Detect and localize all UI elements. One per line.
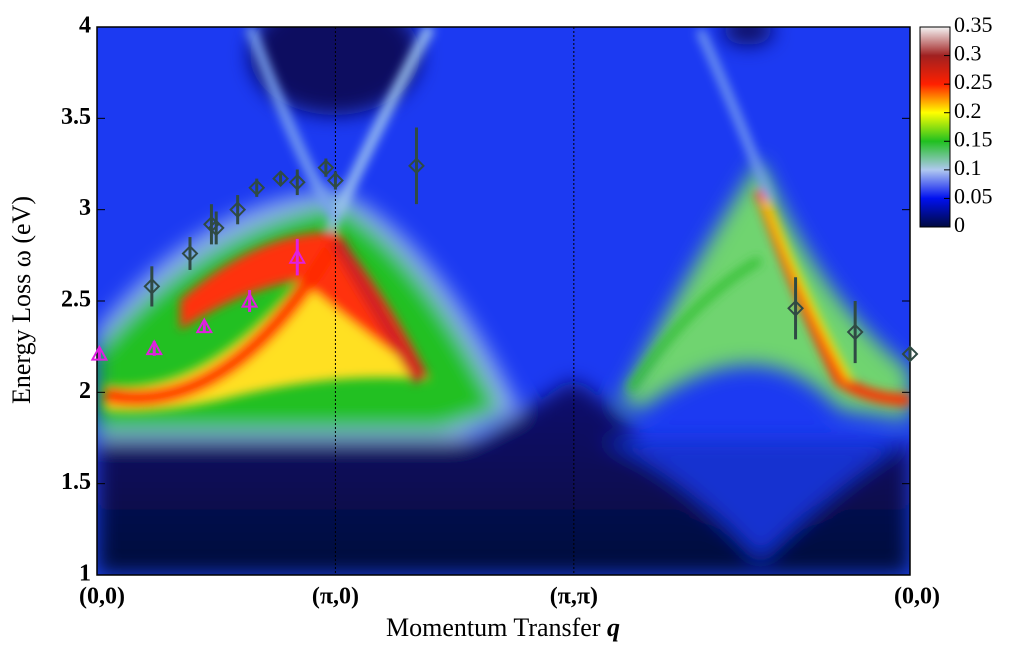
diamond-marker — [272, 170, 289, 188]
triangle-marker — [240, 291, 259, 308]
y-tick-label: 1 — [79, 561, 91, 587]
diamond-marker — [248, 179, 266, 197]
y-tick-label: 2 — [79, 378, 91, 404]
x-label-text: Momentum Transfer — [386, 613, 601, 642]
diamond-marker — [327, 172, 344, 189]
diamond-marker — [408, 157, 425, 175]
colorbar-tick-label: 0.25 — [954, 69, 993, 94]
diamond-marker — [901, 345, 919, 363]
x-axis-label: Momentum Transfer q — [386, 613, 620, 642]
colorbar — [919, 26, 951, 228]
diamond-marker — [181, 245, 199, 262]
colorbar-tick-label: 0.05 — [954, 183, 993, 208]
diamond-marker — [787, 299, 804, 317]
y-tick-label: 3.5 — [61, 104, 91, 130]
x-tick-label: (π,0) — [312, 584, 359, 610]
y-tick-label: 4 — [79, 13, 91, 39]
colorbar-tick-label: 0.35 — [954, 12, 993, 37]
x-tick-label: (0,0) — [894, 584, 940, 610]
diamond-marker — [846, 323, 864, 341]
triangle-marker — [195, 317, 213, 334]
x-tick-label: (0,0) — [79, 584, 125, 610]
y-tick-label: 3 — [79, 195, 91, 221]
diamond-marker — [207, 219, 225, 237]
y-axis-label: Energy Loss ω (eV) — [7, 196, 36, 404]
colorbar-tick-label: 0 — [954, 212, 965, 237]
diamond-marker — [317, 159, 335, 177]
triangle-marker — [90, 344, 109, 361]
x-label-symbol: q — [607, 613, 620, 642]
diamond-marker — [229, 201, 247, 219]
colorbar-tick-label: 0.1 — [954, 155, 982, 180]
triangle-marker — [288, 248, 306, 264]
y-tick-label: 2.5 — [61, 287, 91, 313]
x-tick-label: (π,π) — [550, 584, 598, 610]
diamond-marker — [288, 173, 306, 191]
triangle-marker — [145, 339, 163, 356]
colorbar-tick-label: 0.2 — [954, 98, 982, 123]
colorbar-tick-label: 0.15 — [954, 126, 993, 151]
colorbar-tick-label: 0.3 — [954, 41, 982, 66]
heatmap — [97, 27, 910, 575]
diamond-marker — [143, 277, 161, 295]
y-tick-label: 1.5 — [61, 469, 91, 495]
